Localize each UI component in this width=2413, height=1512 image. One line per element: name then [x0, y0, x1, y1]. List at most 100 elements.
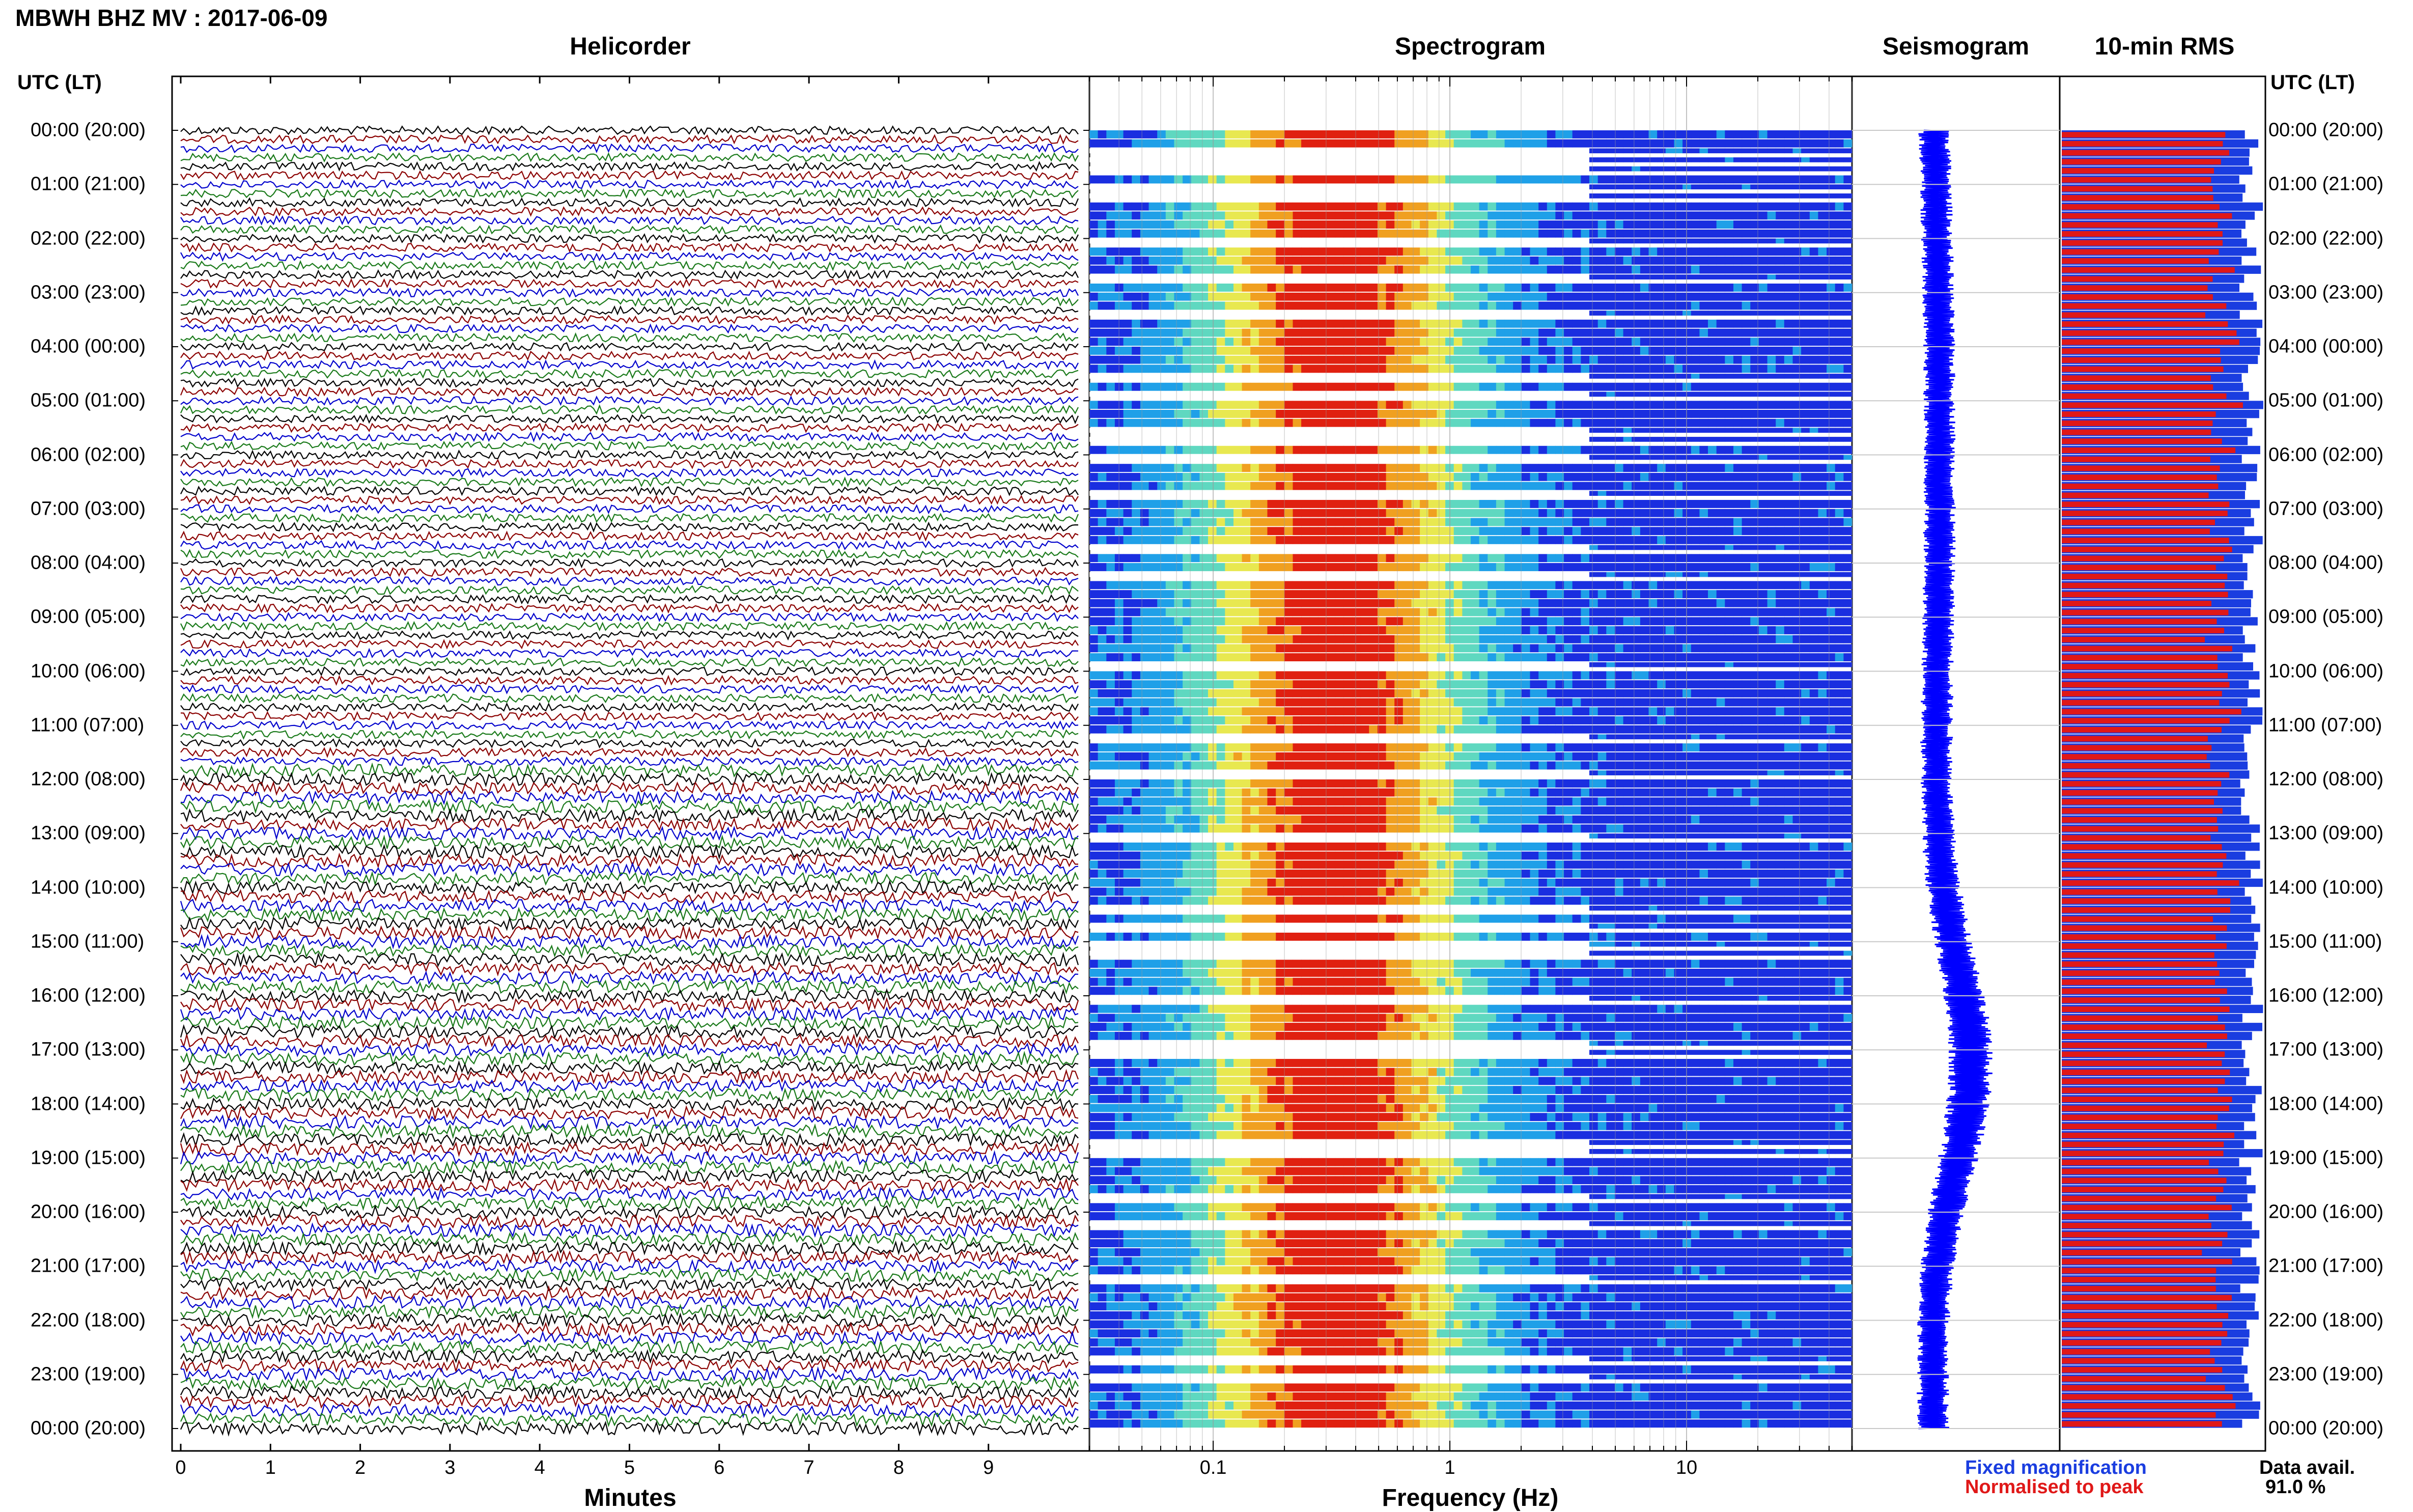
- spectrogram-cell: [1589, 518, 1598, 526]
- spectrogram-cell: [1504, 374, 1513, 379]
- spectrogram-cell: [1250, 518, 1259, 526]
- spectrogram-cell: [1827, 292, 1836, 301]
- spectrogram-cell: [1504, 437, 1513, 442]
- spectrogram-cell: [1843, 445, 1853, 454]
- spectrogram-cell: [1318, 455, 1327, 460]
- spectrogram-cell: [1758, 284, 1768, 292]
- spectrogram-cell: [1437, 554, 1446, 563]
- spectrogram-cell: [1843, 428, 1853, 433]
- spectrogram-cell: [1242, 229, 1251, 238]
- spectrogram-cell: [1632, 437, 1641, 442]
- spectrogram-cell: [1428, 148, 1437, 154]
- spectrogram-cell: [1106, 301, 1115, 310]
- spectrogram-cell: [1742, 464, 1751, 472]
- spectrogram-cell: [1327, 347, 1336, 355]
- spectrogram-cell: [1488, 472, 1497, 481]
- spectrogram-cell: [1309, 418, 1318, 427]
- spectrogram-cell: [1767, 428, 1776, 433]
- spectrogram-cell: [1157, 319, 1166, 328]
- spectrogram-cell: [1530, 292, 1539, 301]
- spectrogram-cell: [1293, 599, 1302, 607]
- spectrogram-cell: [1818, 455, 1827, 460]
- spectrogram-cell: [1725, 527, 1734, 536]
- spectrogram-cell: [1572, 311, 1581, 316]
- spectrogram-cell: [1716, 437, 1725, 442]
- spectrogram-cell: [1809, 338, 1818, 346]
- spectrogram-cell: [1538, 184, 1548, 189]
- spectrogram-cell: [1191, 401, 1200, 409]
- spectrogram-cell: [1572, 193, 1581, 199]
- spectrogram-cell: [1530, 184, 1539, 189]
- spectrogram-cell: [1411, 365, 1420, 373]
- spectrogram-cell: [1657, 599, 1666, 607]
- spectrogram-cell: [1767, 175, 1776, 184]
- spectrogram-cell: [1801, 175, 1810, 184]
- spectrogram-cell: [1818, 500, 1827, 508]
- spectrogram-cell: [1640, 472, 1649, 481]
- spectrogram-cell: [1504, 527, 1513, 536]
- spectrogram-cell: [1606, 211, 1615, 220]
- spectrogram-cell: [1174, 581, 1183, 590]
- spectrogram-cell: [1623, 148, 1632, 154]
- spectrogram-cell: [1479, 518, 1488, 526]
- spectrogram-cell: [1488, 491, 1497, 496]
- spectrogram-cell: [1716, 491, 1725, 496]
- spectrogram-cell: [1318, 554, 1327, 563]
- spectrogram-cell: [1174, 527, 1183, 536]
- spectrogram-cell: [1792, 292, 1802, 301]
- spectrogram-cell: [1708, 148, 1717, 154]
- spectrogram-cell: [1165, 166, 1174, 172]
- spectrogram-cell: [1165, 581, 1174, 590]
- spectrogram-cell: [1191, 445, 1200, 454]
- spectrogram-cell: [1758, 130, 1768, 138]
- spectrogram-cell: [1818, 401, 1827, 409]
- spectrogram-cell: [1377, 455, 1387, 460]
- spectrogram-cell: [1402, 599, 1412, 607]
- spectrogram-cell: [1606, 509, 1615, 517]
- spectrogram-cell: [1402, 455, 1412, 460]
- spectrogram-cell: [1615, 572, 1624, 577]
- spectrogram-cell: [1386, 247, 1395, 256]
- spectrogram-cell: [1691, 500, 1700, 508]
- spectrogram-cell: [1648, 166, 1658, 172]
- spectrogram-cell: [1123, 491, 1132, 496]
- spectrogram-cell: [1640, 590, 1649, 598]
- spectrogram-cell: [1742, 355, 1751, 364]
- spectrogram-cell: [1293, 284, 1302, 292]
- spectrogram-cell: [1818, 184, 1827, 189]
- spectrogram-cell: [1183, 211, 1192, 220]
- spectrogram-cell: [1301, 472, 1310, 481]
- spectrogram-cell: [1301, 148, 1310, 154]
- spectrogram-cell: [1818, 382, 1827, 391]
- helicorder-trace: [180, 386, 1079, 397]
- spectrogram-cell: [1742, 536, 1751, 544]
- spectrogram-cell: [1742, 130, 1751, 138]
- spectrogram-cell: [1597, 472, 1607, 481]
- spectrogram-cell: [1402, 292, 1412, 301]
- spectrogram-cell: [1386, 554, 1395, 563]
- spectrogram-cell: [1106, 428, 1115, 433]
- spectrogram-cell: [1767, 455, 1776, 460]
- spectrogram-cell: [1699, 599, 1708, 607]
- spectrogram-cell: [1742, 445, 1751, 454]
- spectrogram-cell: [1123, 374, 1132, 379]
- spectrogram-cell: [1132, 148, 1141, 154]
- spectrogram-cell: [1453, 554, 1463, 563]
- spectrogram-cell: [1352, 455, 1361, 460]
- spectrogram-cell: [1699, 284, 1708, 292]
- spectrogram-cell: [1564, 527, 1573, 536]
- spectrogram-cell: [1615, 581, 1624, 590]
- spectrogram-cell: [1165, 247, 1174, 256]
- spectrogram-cell: [1267, 184, 1276, 189]
- spectrogram-cell: [1758, 509, 1768, 517]
- spectrogram-cell: [1148, 482, 1158, 490]
- spectrogram-cell: [1462, 274, 1471, 279]
- spectrogram-cell: [1657, 166, 1666, 172]
- spectrogram-cell: [1843, 157, 1853, 162]
- spectrogram-cell: [1208, 518, 1217, 526]
- spectrogram-cell: [1174, 347, 1183, 355]
- spectrogram-cell: [1199, 139, 1209, 148]
- spectrogram-cell: [1513, 410, 1522, 418]
- helicorder-trace: [180, 413, 1079, 425]
- spectrogram-cell: [1157, 130, 1166, 138]
